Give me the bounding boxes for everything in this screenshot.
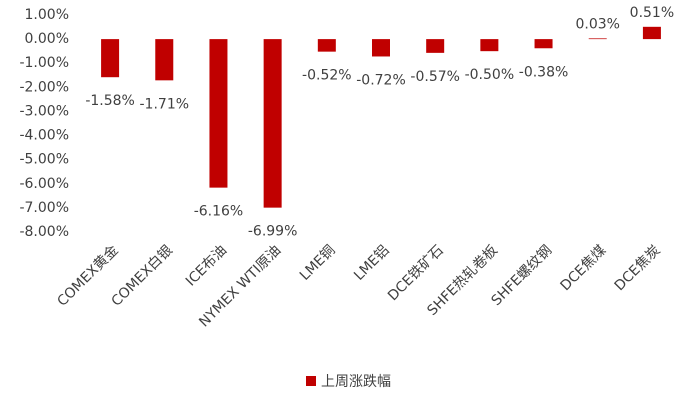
bar — [263, 39, 282, 208]
x-tick-label: DCE焦煤 — [557, 242, 609, 294]
x-tick-label: DCE焦炭 — [612, 242, 664, 294]
bar — [317, 39, 336, 52]
bar — [101, 39, 120, 78]
y-tick-label: -2.00% — [19, 79, 69, 95]
value-label: -0.72% — [356, 72, 406, 88]
value-label: -1.58% — [85, 93, 135, 109]
y-tick-label: -1.00% — [19, 55, 69, 71]
y-tick-label: -5.00% — [19, 152, 69, 168]
y-tick-label: 0.00% — [25, 31, 69, 47]
y-tick-label: -3.00% — [19, 103, 69, 119]
value-label: -0.38% — [519, 64, 569, 80]
value-label: -1.71% — [140, 96, 190, 112]
legend-label: 上周涨跌幅 — [321, 374, 391, 390]
value-label: -6.99% — [248, 224, 298, 240]
y-tick-label: 1.00% — [25, 7, 69, 23]
x-tick-label: LME铝 — [351, 242, 393, 284]
bar — [642, 26, 661, 40]
bar — [534, 39, 553, 49]
value-label: 0.51% — [630, 5, 674, 21]
legend-swatch — [306, 376, 316, 386]
bar — [155, 39, 174, 81]
bar — [588, 38, 607, 40]
bar — [372, 39, 390, 57]
bar — [426, 39, 445, 53]
value-label: -6.16% — [194, 204, 244, 220]
bar — [480, 39, 499, 52]
x-tick-label: ICE布油 — [183, 242, 230, 289]
y-tick-label: -8.00% — [19, 224, 69, 240]
value-label: -0.50% — [465, 67, 515, 83]
x-tick-label: LME铜 — [297, 242, 339, 284]
value-label: -0.57% — [410, 69, 460, 85]
value-label: -0.52% — [302, 68, 352, 84]
bar — [209, 39, 228, 188]
value-label: 0.03% — [575, 16, 619, 32]
y-tick-label: -6.00% — [19, 176, 69, 192]
y-tick-label: -7.00% — [19, 200, 69, 216]
y-tick-label: -4.00% — [19, 128, 69, 144]
